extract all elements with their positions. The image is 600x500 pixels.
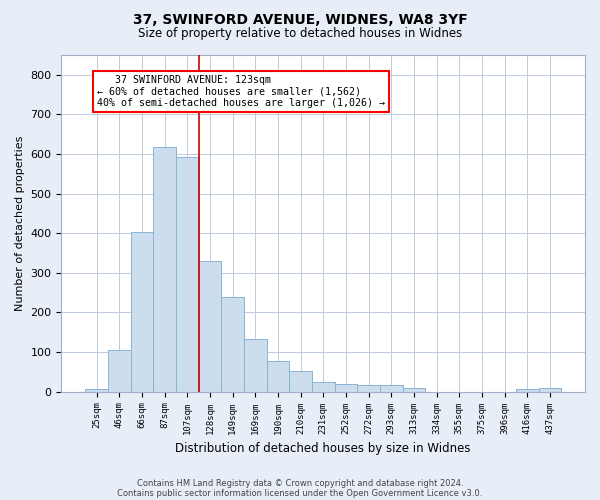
Text: 37, SWINFORD AVENUE, WIDNES, WA8 3YF: 37, SWINFORD AVENUE, WIDNES, WA8 3YF bbox=[133, 12, 467, 26]
Text: Size of property relative to detached houses in Widnes: Size of property relative to detached ho… bbox=[138, 28, 462, 40]
Bar bbox=[516, 388, 539, 392]
Bar bbox=[221, 298, 244, 392]
Bar bbox=[289, 371, 312, 392]
Bar bbox=[266, 361, 289, 392]
Text: Contains HM Land Registry data © Crown copyright and database right 2024.: Contains HM Land Registry data © Crown c… bbox=[137, 478, 463, 488]
Bar bbox=[244, 339, 266, 392]
Bar bbox=[85, 389, 108, 392]
Text: Contains public sector information licensed under the Open Government Licence v3: Contains public sector information licen… bbox=[118, 488, 482, 498]
Bar bbox=[357, 386, 380, 392]
Bar bbox=[312, 382, 335, 392]
Y-axis label: Number of detached properties: Number of detached properties bbox=[15, 136, 25, 311]
Bar bbox=[539, 388, 561, 392]
Bar bbox=[380, 384, 403, 392]
Text: 37 SWINFORD AVENUE: 123sqm
← 60% of detached houses are smaller (1,562)
40% of s: 37 SWINFORD AVENUE: 123sqm ← 60% of deta… bbox=[97, 75, 385, 108]
Bar bbox=[153, 148, 176, 392]
Bar bbox=[199, 261, 221, 392]
Bar bbox=[131, 232, 153, 392]
Bar bbox=[176, 157, 199, 392]
X-axis label: Distribution of detached houses by size in Widnes: Distribution of detached houses by size … bbox=[175, 442, 471, 455]
Bar bbox=[335, 384, 357, 392]
Bar bbox=[403, 388, 425, 392]
Bar bbox=[108, 350, 131, 392]
